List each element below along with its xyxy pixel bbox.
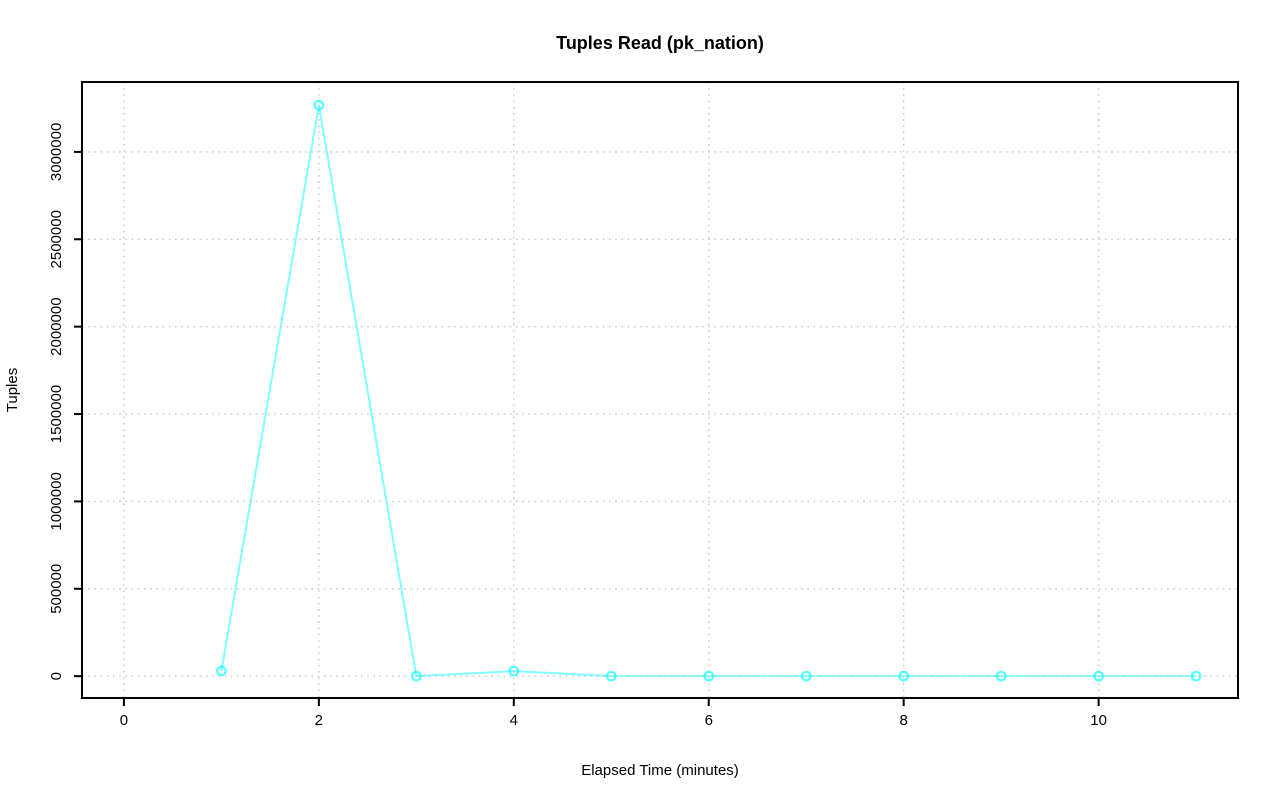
y-tick-label: 1000000 bbox=[48, 472, 65, 530]
data-point-marker bbox=[898, 670, 910, 682]
y-tick-label: 2000000 bbox=[48, 297, 65, 355]
y-axis-title: Tuples bbox=[4, 368, 21, 412]
data-point-marker bbox=[703, 670, 715, 682]
data-point-marker bbox=[410, 670, 422, 682]
x-tick-label: 0 bbox=[120, 712, 128, 729]
data-point-marker bbox=[605, 670, 617, 682]
x-axis-title: Elapsed Time (minutes) bbox=[581, 762, 739, 779]
data-point-marker bbox=[313, 99, 325, 111]
x-tick-label: 10 bbox=[1090, 712, 1107, 729]
x-tick-label: 2 bbox=[315, 712, 323, 729]
y-tick-label: 2500000 bbox=[48, 210, 65, 268]
data-point-marker bbox=[995, 670, 1007, 682]
data-point-marker bbox=[215, 665, 227, 677]
x-tick-label: 8 bbox=[900, 712, 908, 729]
data-point-marker bbox=[508, 665, 520, 677]
data-point-marker bbox=[1093, 670, 1105, 682]
x-tick-label: 4 bbox=[510, 712, 518, 729]
y-tick-label: 0 bbox=[48, 672, 65, 680]
chart-title: Tuples Read (pk_nation) bbox=[556, 33, 764, 53]
plot-box bbox=[81, 81, 1239, 699]
x-tick-label: 6 bbox=[705, 712, 713, 729]
data-point-marker bbox=[1190, 670, 1202, 682]
y-tick-label: 1500000 bbox=[48, 385, 65, 443]
data-point-marker bbox=[800, 670, 812, 682]
y-tick-label: 500000 bbox=[48, 564, 65, 614]
y-tick-label: 3000000 bbox=[48, 123, 65, 181]
